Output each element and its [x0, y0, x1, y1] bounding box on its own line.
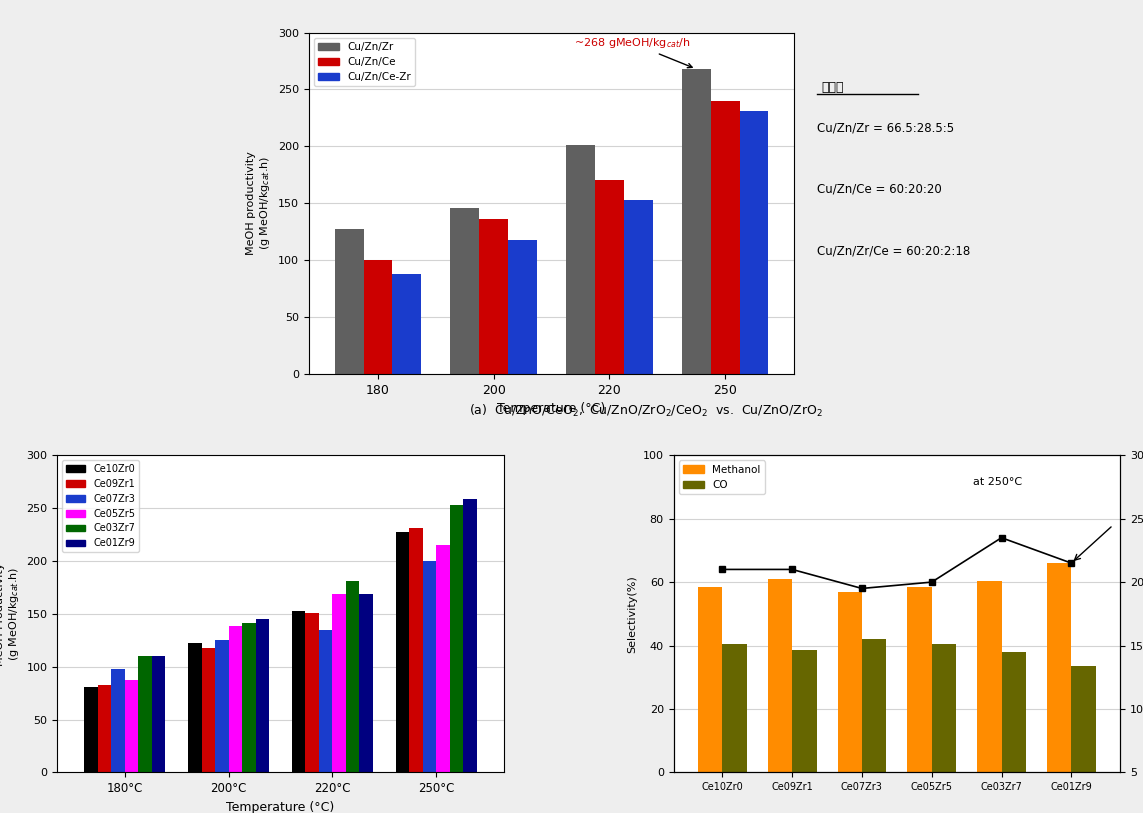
Bar [291, 611, 305, 772]
Bar [722, 644, 746, 772]
Bar [450, 505, 463, 772]
Bar [201, 648, 215, 772]
Bar [437, 546, 450, 772]
Bar [256, 620, 269, 772]
Bar [85, 687, 97, 772]
Text: 조성비: 조성비 [821, 81, 844, 94]
Bar [566, 146, 594, 374]
Y-axis label: MeOH Productivity
(g MeOH/kg$_{cat}$.h): MeOH Productivity (g MeOH/kg$_{cat}$.h) [0, 562, 21, 666]
Bar [392, 274, 422, 374]
Bar [395, 533, 409, 772]
Bar [711, 101, 740, 374]
Bar [594, 180, 624, 374]
Text: Cu/Zn/Zr/Ce = 60:20:2:18: Cu/Zn/Zr/Ce = 60:20:2:18 [817, 244, 970, 257]
Bar [242, 624, 256, 772]
Bar [908, 587, 932, 772]
Bar [319, 629, 333, 772]
Text: at 250°C: at 250°C [973, 477, 1022, 488]
Bar [215, 641, 229, 772]
Bar [346, 581, 359, 772]
Text: ~268 gMeOH/kg$_{cat}$/h: ~268 gMeOH/kg$_{cat}$/h [574, 36, 693, 67]
Bar [698, 587, 722, 772]
X-axis label: Temperature (°C): Temperature (°C) [497, 402, 606, 415]
Bar [463, 498, 477, 772]
Bar [768, 579, 792, 772]
Bar [189, 643, 201, 772]
Bar [333, 593, 346, 772]
Bar [335, 229, 363, 374]
Y-axis label: Selectivity(%): Selectivity(%) [628, 575, 638, 653]
Bar [305, 613, 319, 772]
Bar [792, 650, 816, 772]
Bar [409, 528, 423, 772]
Bar [125, 680, 138, 772]
Y-axis label: MeOH productivity
(g MeOH/kg$_{cat}$.h): MeOH productivity (g MeOH/kg$_{cat}$.h) [246, 151, 272, 255]
Bar [509, 240, 537, 374]
Bar [977, 580, 1001, 772]
Bar [97, 685, 111, 772]
Bar [624, 200, 653, 374]
Bar [423, 561, 437, 772]
Bar [229, 627, 242, 772]
Bar [1071, 666, 1096, 772]
Bar [1047, 563, 1071, 772]
Bar [681, 69, 711, 374]
Bar [838, 592, 862, 772]
Bar [479, 220, 509, 374]
Text: Cu/Zn/Zr = 66.5:28.5:5: Cu/Zn/Zr = 66.5:28.5:5 [817, 121, 954, 134]
Legend: Ce10Zr0, Ce09Zr1, Ce07Zr3, Ce05Zr5, Ce03Zr7, Ce01Zr9: Ce10Zr0, Ce09Zr1, Ce07Zr3, Ce05Zr5, Ce03… [62, 460, 139, 552]
Bar [740, 111, 768, 374]
Text: Cu/Zn/Ce = 60:20:20: Cu/Zn/Ce = 60:20:20 [817, 183, 942, 196]
Bar [359, 593, 373, 772]
Legend: Methanol, CO: Methanol, CO [679, 460, 765, 494]
Legend: Cu/Zn/Zr, Cu/Zn/Ce, Cu/Zn/Ce-Zr: Cu/Zn/Zr, Cu/Zn/Ce, Cu/Zn/Ce-Zr [314, 37, 415, 86]
Text: (a)  Cu/ZnO/CeO$_2$,  Cu/ZnO/ZrO$_2$/CeO$_2$  vs.  Cu/ZnO/ZrO$_2$: (a) Cu/ZnO/CeO$_2$, Cu/ZnO/ZrO$_2$/CeO$_… [469, 402, 823, 419]
Bar [862, 639, 886, 772]
Bar [363, 260, 392, 374]
Bar [932, 644, 957, 772]
Bar [111, 669, 125, 772]
Bar [138, 656, 152, 772]
X-axis label: Temperature (°C): Temperature (°C) [226, 801, 335, 813]
Bar [450, 208, 479, 374]
Bar [152, 656, 166, 772]
Bar [1001, 652, 1026, 772]
